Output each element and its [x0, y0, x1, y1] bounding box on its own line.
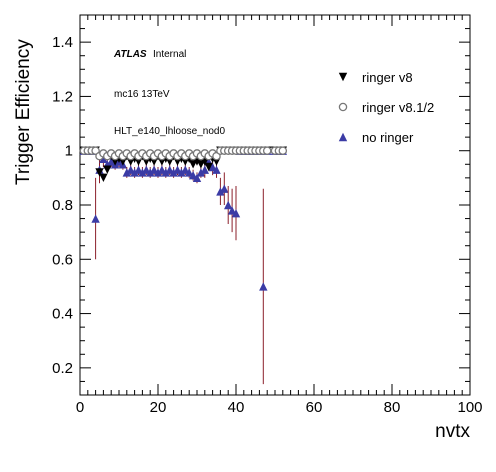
series-layer: [79, 146, 288, 385]
data-point: [138, 168, 147, 177]
atlas-label-bold: ATLAS: [113, 49, 147, 60]
data-point: [173, 165, 182, 174]
x-tick-label: 100: [457, 399, 482, 416]
data-point: [200, 165, 209, 174]
y-axis: 0.2 0.4 0.6 0.8 1 1.2 1.4: [52, 28, 470, 396]
data-point: [224, 200, 233, 210]
legend-marker: [338, 132, 348, 142]
data-point: [188, 170, 198, 180]
data-point: [157, 165, 167, 174]
data-point: [153, 168, 163, 177]
y-tick-label: 0.4: [52, 306, 73, 323]
legend-label: ringer v8.1/2: [362, 100, 434, 115]
data-point: [196, 168, 206, 177]
data-point: [161, 168, 170, 177]
y-tick-label: 1.4: [52, 34, 73, 51]
legend-marker: [338, 102, 348, 112]
y-tick-label: 0.8: [52, 197, 73, 214]
trigger-chain-label: HLT_e140_lhloose_nod0: [114, 126, 225, 137]
data-point: [149, 165, 159, 174]
data-point: [259, 282, 268, 291]
y-tick-label: 1: [65, 143, 73, 160]
legend: ringer v8 ringer v8.1/2 no ringer: [338, 70, 434, 145]
data-point: [181, 165, 190, 174]
data-point: [208, 162, 217, 172]
data-point: [91, 214, 100, 223]
data-point: [185, 168, 194, 177]
data-point: [107, 157, 116, 166]
legend-item: ringer v8: [338, 70, 413, 85]
y-tick-label: 0.2: [52, 360, 73, 377]
data-point: [262, 146, 272, 155]
x-tick-label: 20: [150, 399, 167, 416]
data-point: [192, 173, 202, 183]
data-point: [231, 208, 241, 218]
y-axis-title: Trigger Efficiency: [13, 39, 34, 185]
data-point: [169, 168, 178, 177]
x-tick-label: 0: [76, 399, 84, 416]
data-point: [188, 160, 198, 169]
data-point: [216, 187, 225, 196]
atlas-label: ATLAS Internal: [113, 49, 186, 60]
legend-item: ringer v8.1/2: [338, 100, 434, 115]
data-point: [165, 165, 174, 174]
data-point: [130, 168, 139, 177]
data-point: [122, 168, 131, 177]
data-point: [142, 165, 151, 174]
x-tick-label: 80: [384, 399, 401, 416]
series-no-ringer: [79, 146, 287, 385]
legend-marker: [338, 72, 348, 82]
data-point: [95, 168, 104, 177]
data-point: [99, 154, 108, 164]
x-tick-label: 60: [306, 399, 323, 416]
x-axis-title: nvtx: [435, 421, 470, 442]
legend-label: ringer v8: [362, 70, 413, 85]
series-ringer-v8-1-2: [79, 146, 288, 161]
data-point: [146, 168, 155, 177]
energy-label: mc16 13TeV: [114, 89, 170, 100]
data-point: [177, 168, 186, 177]
x-tick-label: 40: [228, 399, 245, 416]
data-point: [220, 184, 229, 193]
data-point: [212, 165, 221, 174]
data-point: [103, 165, 112, 174]
legend-item: no ringer: [338, 130, 414, 145]
x-axis: 0 20 40 60 80 100: [76, 15, 483, 416]
data-point: [134, 165, 143, 174]
atlas-label-suffix: Internal: [153, 49, 186, 60]
y-tick-label: 0.6: [52, 251, 73, 268]
data-point: [99, 173, 108, 183]
data-point: [278, 146, 288, 155]
data-point: [227, 206, 237, 215]
data-point: [196, 160, 206, 169]
data-point: [204, 162, 213, 172]
data-point: [126, 165, 135, 174]
legend-label: no ringer: [362, 130, 414, 145]
y-tick-label: 1.2: [52, 88, 73, 105]
